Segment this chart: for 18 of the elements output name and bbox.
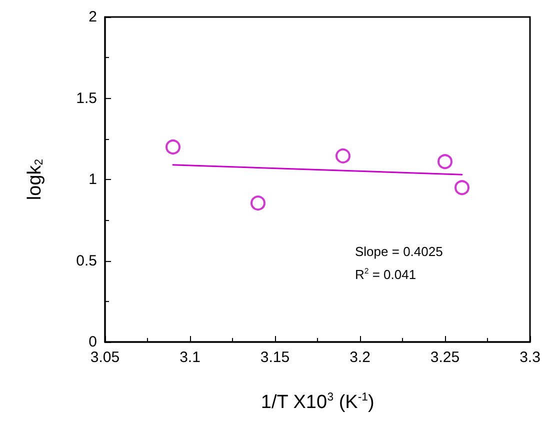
y-tick-label: 1.5 [76, 90, 97, 107]
x-tick-label: 3.3 [520, 349, 540, 366]
point [250, 196, 266, 211]
x-tick-label: 3.25 [430, 349, 460, 366]
x-tick-label: 3.05 [90, 349, 120, 366]
point [166, 140, 180, 154]
point [438, 154, 452, 170]
y-axis-title: logk2 [24, 158, 46, 200]
point [454, 180, 470, 196]
annotation: Slope = 0.4025 [355, 244, 443, 259]
x-tick-label: 3.15 [260, 349, 290, 366]
y-tick-label: 0 [88, 334, 97, 350]
y-tick-label: 1 [88, 171, 97, 188]
y-tick-label: 2 [88, 8, 97, 26]
x-tick-label: 3.2 [350, 349, 370, 366]
y-tick-label: 0.5 [76, 252, 97, 270]
x-tick-label: 3.1 [180, 349, 200, 366]
point [336, 148, 350, 164]
